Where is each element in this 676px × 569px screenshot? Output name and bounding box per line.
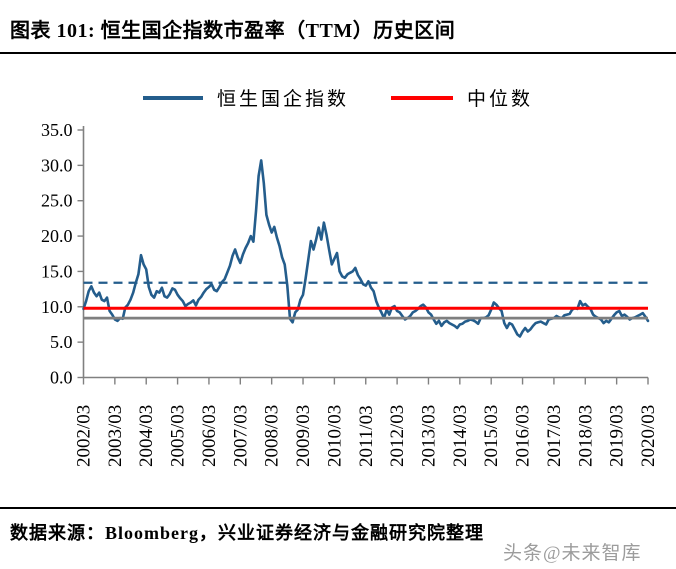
chart-legend: 恒生国企指数 中位数 <box>0 84 676 111</box>
svg-text:2019/03: 2019/03 <box>607 405 628 467</box>
svg-text:30.0: 30.0 <box>41 155 73 175</box>
svg-text:2006/03: 2006/03 <box>199 405 220 467</box>
svg-text:2012/03: 2012/03 <box>387 405 408 467</box>
legend-label-median: 中位数 <box>467 89 534 110</box>
svg-text:20.0: 20.0 <box>41 226 73 246</box>
pe-ratio-chart: 0.0 5.0 10.0 15.0 20.0 25.0 30.0 35.0 2002/03 200… <box>41 120 659 467</box>
svg-text:0.0: 0.0 <box>50 368 73 388</box>
svg-text:2002/03: 2002/03 <box>74 405 95 467</box>
watermark-text: 头条@未来智库 <box>503 543 642 564</box>
svg-text:2009/03: 2009/03 <box>293 405 314 467</box>
svg-text:2005/03: 2005/03 <box>168 405 189 467</box>
svg-text:10.0: 10.0 <box>41 297 73 317</box>
footer-divider <box>0 507 676 509</box>
svg-text:2014/03: 2014/03 <box>450 405 471 467</box>
legend-item-hscei: 恒生国企指数 <box>142 84 349 111</box>
svg-text:25.0: 25.0 <box>41 191 73 211</box>
svg-text:35.0: 35.0 <box>41 120 73 140</box>
svg-text:2015/03: 2015/03 <box>481 405 502 467</box>
svg-text:2011/03: 2011/03 <box>356 405 377 467</box>
svg-text:2016/03: 2016/03 <box>513 405 534 467</box>
svg-text:2010/03: 2010/03 <box>324 405 345 467</box>
svg-text:2020/03: 2020/03 <box>638 405 659 467</box>
svg-text:2008/03: 2008/03 <box>262 405 283 467</box>
svg-text:2004/03: 2004/03 <box>136 405 157 467</box>
svg-text:2003/03: 2003/03 <box>105 405 126 467</box>
legend-line-swatch-hscei <box>142 95 203 100</box>
legend-label-hscei: 恒生国企指数 <box>216 89 349 110</box>
figure-title: 图表 101: 恒生国企指数市盈率（TTM）历史区间 <box>10 20 456 42</box>
svg-text:5.0: 5.0 <box>50 332 73 352</box>
svg-text:15.0: 15.0 <box>41 261 73 281</box>
svg-text:2017/03: 2017/03 <box>544 405 565 467</box>
svg-text:2018/03: 2018/03 <box>575 405 596 467</box>
title-divider <box>0 52 676 54</box>
legend-item-median: 中位数 <box>391 84 533 111</box>
svg-text:2007/03: 2007/03 <box>230 405 251 467</box>
svg-text:2013/03: 2013/03 <box>418 405 439 467</box>
data-source-note: 数据来源：Bloomberg，兴业证券经济与金融研究院整理 <box>10 523 484 543</box>
legend-line-swatch-median <box>391 95 453 100</box>
